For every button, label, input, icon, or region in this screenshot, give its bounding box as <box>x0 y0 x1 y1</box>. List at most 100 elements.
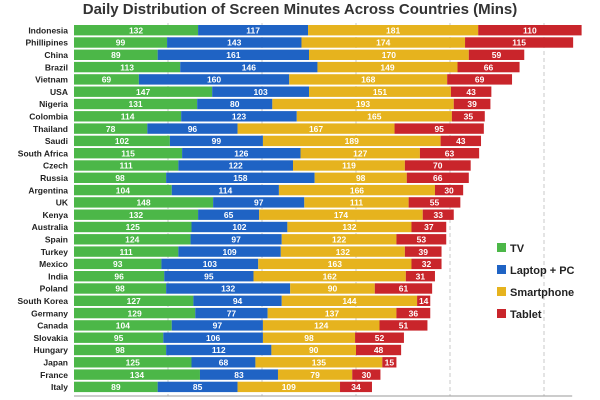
data-label: 69 <box>475 75 485 85</box>
data-label: 66 <box>484 62 494 72</box>
bar-segment <box>74 37 168 48</box>
category-label: Poland <box>40 284 68 294</box>
bar-segment <box>198 209 260 220</box>
category-label: Hungary <box>34 345 69 355</box>
bar-segment <box>271 344 356 356</box>
bar-segment <box>465 37 574 48</box>
data-label: 77 <box>227 308 237 318</box>
bar-segment <box>74 283 167 294</box>
data-label: 70 <box>433 161 443 171</box>
bar-segment <box>396 234 447 245</box>
bar-segment <box>178 246 281 257</box>
category-label: Thailand <box>33 124 68 134</box>
data-label: 189 <box>345 136 359 146</box>
data-label: 43 <box>466 87 476 97</box>
data-label: 68 <box>219 358 229 368</box>
data-label: 124 <box>314 321 328 331</box>
bar-segment <box>394 123 484 134</box>
data-label: 132 <box>129 25 143 35</box>
data-label: 148 <box>136 198 150 208</box>
data-label: 104 <box>116 321 130 331</box>
bar-segment <box>74 320 172 331</box>
legend-swatch <box>497 287 506 296</box>
bar-segment <box>74 111 182 122</box>
data-label: 158 <box>233 173 247 183</box>
category-label: China <box>44 50 68 60</box>
category-label: Russia <box>40 173 68 183</box>
bar-segment <box>74 160 179 171</box>
bar-segment <box>422 209 454 220</box>
bar-segment <box>280 246 405 257</box>
bar-segment <box>258 258 412 270</box>
data-label: 134 <box>130 370 144 380</box>
bar-segment <box>411 258 442 270</box>
bar-segment <box>190 234 282 245</box>
data-label: 193 <box>356 99 370 109</box>
data-label: 95 <box>434 124 444 134</box>
data-label: 53 <box>417 235 427 245</box>
bar-segment <box>74 74 139 85</box>
data-label: 132 <box>342 222 356 232</box>
data-label: 137 <box>325 308 339 318</box>
bar-segment <box>198 25 309 36</box>
bar-segment <box>434 184 464 196</box>
data-label: 34 <box>351 382 361 392</box>
data-label: 102 <box>115 136 129 146</box>
bar-segment <box>169 135 263 147</box>
category-label: South Africa <box>18 148 68 158</box>
bar-segment <box>293 160 405 171</box>
data-label: 165 <box>367 112 381 122</box>
data-label: 127 <box>353 148 367 158</box>
bar-segment <box>447 74 513 85</box>
bar-segment <box>289 74 448 85</box>
category-label: South Korea <box>17 296 68 306</box>
bar-segment <box>74 49 158 60</box>
bar-segment <box>191 221 288 233</box>
data-label: 96 <box>188 124 198 134</box>
data-label: 93 <box>113 259 123 269</box>
bar-segment <box>278 184 435 196</box>
bar-segment <box>171 184 279 196</box>
bar-segment <box>314 172 407 183</box>
bar-segment <box>74 344 167 356</box>
category-label: Vietnam <box>35 75 68 85</box>
data-label: 69 <box>102 75 112 85</box>
data-label: 166 <box>350 185 364 195</box>
bar-segment <box>74 234 191 245</box>
data-label: 144 <box>342 296 356 306</box>
data-label: 146 <box>242 62 256 72</box>
category-label: Czech <box>43 161 68 171</box>
data-label: 98 <box>356 173 366 183</box>
category-label: Indonesia <box>28 25 68 35</box>
bar-segment <box>74 123 148 134</box>
bar-segment <box>74 295 194 306</box>
bar-segment <box>396 307 431 319</box>
bar-segment <box>382 357 397 368</box>
bar-segment <box>405 271 435 282</box>
bar-segment <box>317 61 458 73</box>
data-label: 39 <box>467 99 477 109</box>
bar-segment <box>166 344 272 356</box>
bar-segment <box>74 357 192 368</box>
category-label: Slovakia <box>34 333 69 343</box>
bar-segment <box>74 332 164 343</box>
bar-segment <box>74 184 172 196</box>
bar-segment <box>74 86 213 97</box>
data-label: 95 <box>114 333 124 343</box>
data-label: 109 <box>222 247 236 257</box>
data-label: 127 <box>127 296 141 306</box>
category-label: Argentina <box>28 185 68 195</box>
bar-segment <box>74 25 199 36</box>
bar-segment <box>281 295 418 306</box>
legend-swatch <box>497 309 506 318</box>
bar-segment <box>440 135 482 147</box>
bar-segment <box>161 258 259 270</box>
data-label: 61 <box>399 284 409 294</box>
legend-label: Smartphone <box>510 287 574 299</box>
data-label: 103 <box>203 259 217 269</box>
data-label: 14 <box>419 296 429 306</box>
data-label: 115 <box>512 38 526 48</box>
data-label: 104 <box>116 185 130 195</box>
data-label: 98 <box>115 345 125 355</box>
data-label: 143 <box>227 38 241 48</box>
